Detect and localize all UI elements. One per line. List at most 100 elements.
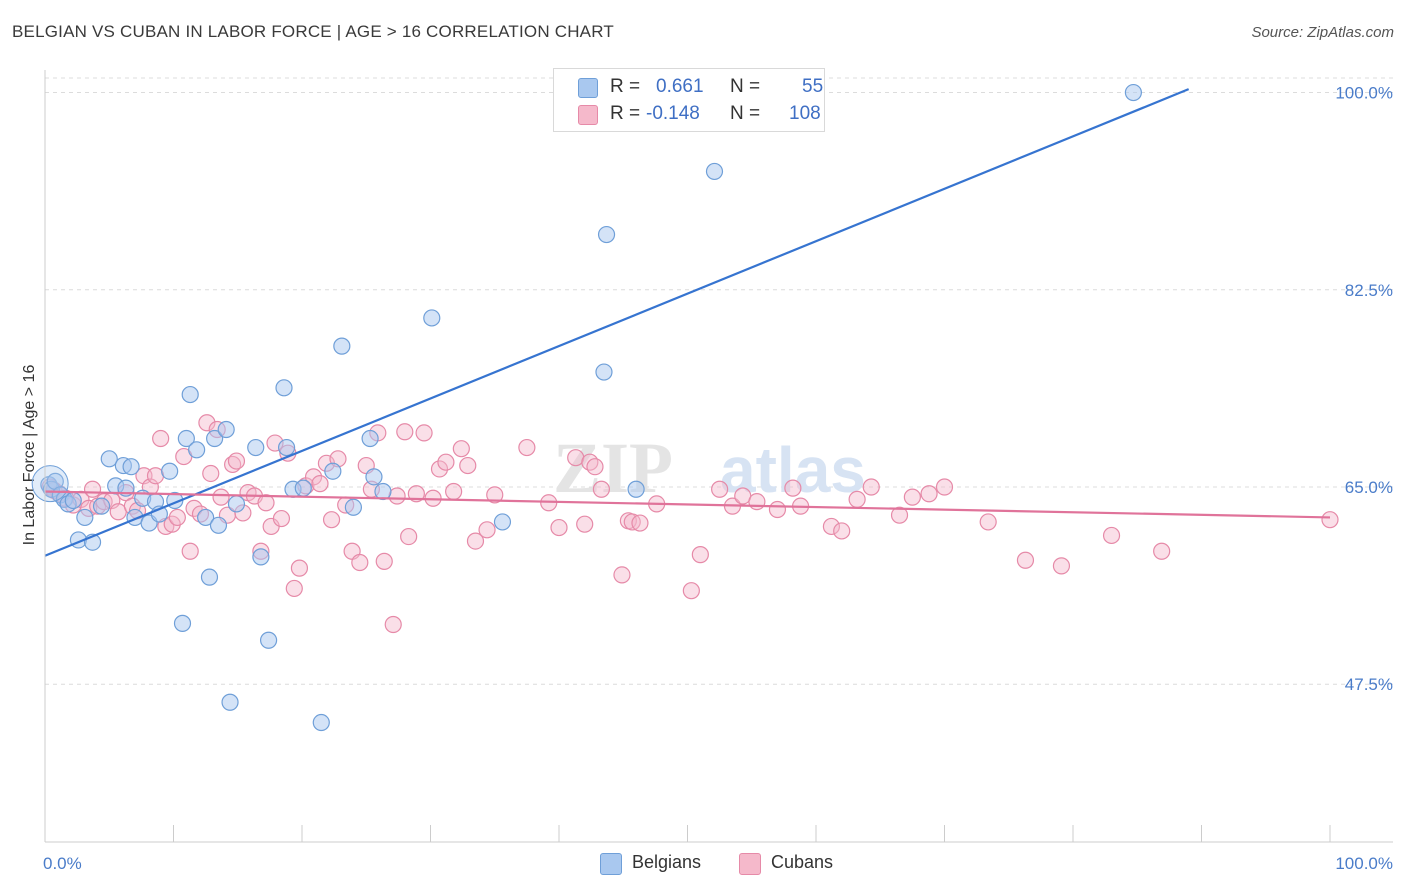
belgian-point xyxy=(259,631,278,649)
belgian-point xyxy=(252,548,270,566)
belgians-trend-line xyxy=(44,88,1190,557)
n-value: 55 xyxy=(802,76,824,97)
belgian-point xyxy=(1124,83,1142,102)
cuban-point xyxy=(375,552,393,570)
belgian-point xyxy=(312,713,330,732)
belgian-point xyxy=(627,480,645,498)
belgian-point xyxy=(197,508,215,527)
n-label: N = xyxy=(730,76,761,97)
r-label: R = xyxy=(610,76,641,97)
cuban-point xyxy=(631,514,649,532)
cuban-point xyxy=(198,414,216,432)
belgian-point xyxy=(493,513,512,531)
cuban-point xyxy=(1321,511,1339,529)
cuban-point xyxy=(400,527,418,546)
y-tick-label: 100.0% xyxy=(1335,84,1393,103)
y-tick-label: 65.0% xyxy=(1345,478,1393,497)
cubans-swatch xyxy=(739,853,761,875)
cuban-point xyxy=(430,460,449,478)
belgian-point xyxy=(294,479,312,497)
cuban-point xyxy=(445,482,463,501)
cuban-point xyxy=(822,517,841,536)
belgian-point xyxy=(181,385,199,404)
cubans-points xyxy=(41,414,1339,634)
watermark: ZIP atlas xyxy=(553,428,866,508)
belgian-point xyxy=(200,568,219,586)
belgian-point xyxy=(122,458,140,476)
cuban-point xyxy=(486,486,504,504)
belgian-point xyxy=(188,441,206,459)
x-tick-label: 0.0% xyxy=(43,854,82,873)
belgian-point xyxy=(221,693,239,711)
cuban-point xyxy=(1052,557,1071,575)
correlation-legend: R = 0.661 N = 55 R = -0.148 N = 108 xyxy=(553,68,825,132)
cuban-point xyxy=(322,511,341,529)
axes xyxy=(44,70,1393,843)
belgian-point xyxy=(92,497,111,515)
cuban-point xyxy=(592,480,611,498)
cuban-point xyxy=(459,456,477,475)
belgian-point xyxy=(76,508,94,527)
cuban-point xyxy=(518,438,536,457)
cuban-point xyxy=(227,452,246,470)
cuban-point xyxy=(202,464,220,483)
belgian-point xyxy=(209,516,228,534)
belgians-swatch xyxy=(600,853,622,875)
belgian-point xyxy=(64,491,82,510)
cuban-point xyxy=(550,518,568,537)
cuban-point xyxy=(586,458,604,476)
cuban-point xyxy=(311,475,329,493)
cuban-point xyxy=(711,480,729,498)
cuban-point xyxy=(682,582,700,600)
belgian-point xyxy=(227,495,246,513)
belgian-point xyxy=(361,429,379,448)
cubans-swatch xyxy=(578,105,598,125)
cuban-point xyxy=(257,494,275,512)
cuban-point xyxy=(613,566,631,584)
cuban-point xyxy=(979,513,997,531)
n-value: 108 xyxy=(789,103,821,124)
cuban-point xyxy=(920,485,938,503)
cuban-point xyxy=(567,449,585,467)
cuban-point xyxy=(768,500,787,519)
belgian-point xyxy=(423,309,441,327)
cuban-point xyxy=(833,522,851,540)
cuban-point xyxy=(452,440,470,458)
cuban-point xyxy=(935,478,954,496)
cuban-point xyxy=(748,493,766,511)
cuban-point xyxy=(437,453,455,471)
belgian-point xyxy=(173,614,192,632)
cuban-point xyxy=(848,490,866,508)
cuban-point xyxy=(862,478,880,496)
cuban-point xyxy=(691,546,709,564)
belgian-point xyxy=(365,468,383,486)
cuban-point xyxy=(285,579,303,598)
belgian-point xyxy=(100,450,118,468)
belgian-point xyxy=(275,379,293,397)
cuban-point xyxy=(903,488,921,506)
cuban-point xyxy=(83,480,102,498)
n-label: N = xyxy=(730,103,761,124)
y-tick-label: 82.5% xyxy=(1345,281,1393,300)
cuban-point xyxy=(1016,551,1035,569)
cuban-point xyxy=(1102,526,1121,545)
cuban-point xyxy=(272,509,291,528)
cuban-point xyxy=(466,532,485,550)
belgians-points xyxy=(31,83,1142,732)
r-label: R = xyxy=(610,103,641,124)
cuban-point xyxy=(388,487,406,505)
watermark-text: atlas xyxy=(720,434,866,506)
cuban-point xyxy=(396,423,414,441)
cuban-point xyxy=(576,515,594,533)
belgian-point xyxy=(161,462,179,480)
belgian-point xyxy=(374,482,392,501)
belgian-point xyxy=(177,429,195,448)
x-tick-label: 100.0% xyxy=(1335,854,1393,873)
belgian-point xyxy=(324,462,342,480)
cuban-point xyxy=(1153,542,1171,560)
cuban-point xyxy=(168,508,186,527)
cuban-point xyxy=(890,506,909,524)
r-value: 0.661 xyxy=(656,76,704,97)
watermark-text: ZIP xyxy=(553,428,673,508)
cuban-point xyxy=(384,615,402,634)
